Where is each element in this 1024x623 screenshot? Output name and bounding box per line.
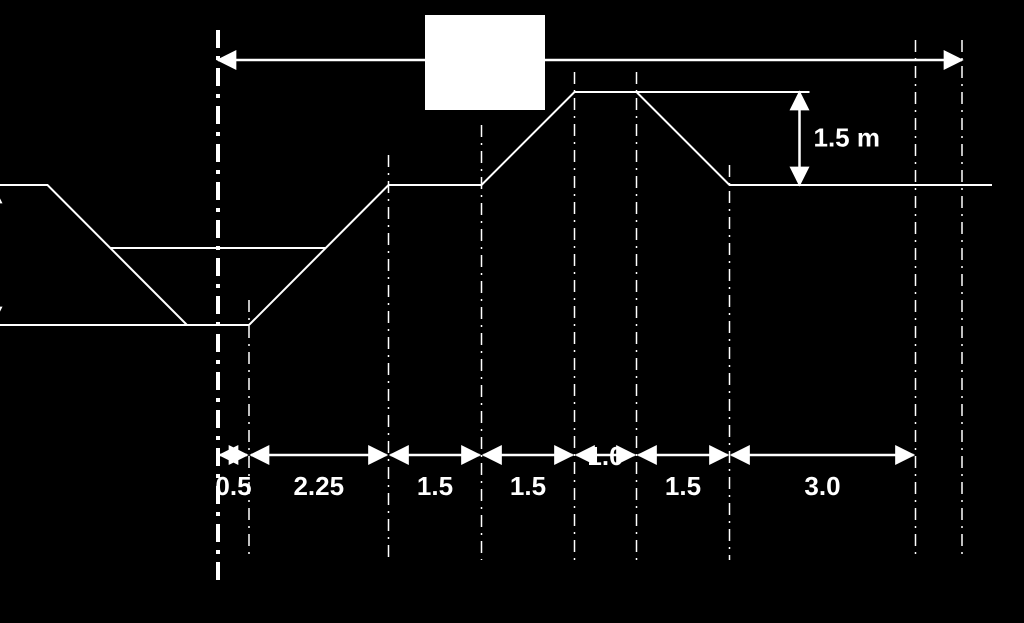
white-mask-box: [425, 15, 545, 110]
label-seg_1_5a: 1.5: [417, 471, 453, 501]
label-right-height: 1.5 m: [814, 123, 881, 153]
label-seg_0_5: 0.5: [215, 471, 251, 501]
label-seg_2_25: 2.25: [293, 471, 344, 501]
label-seg_3_0: 3.0: [804, 471, 840, 501]
diagram-canvas: 1.5 mH=1.5 m0.52.251.51.51.01.53.0: [0, 0, 1024, 623]
cross-section-left: [28, 185, 219, 325]
label-seg_1_0: 1.0: [587, 441, 623, 471]
label-seg_1_5b: 1.5: [510, 471, 546, 501]
label-seg_1_5c: 1.5: [665, 471, 701, 501]
